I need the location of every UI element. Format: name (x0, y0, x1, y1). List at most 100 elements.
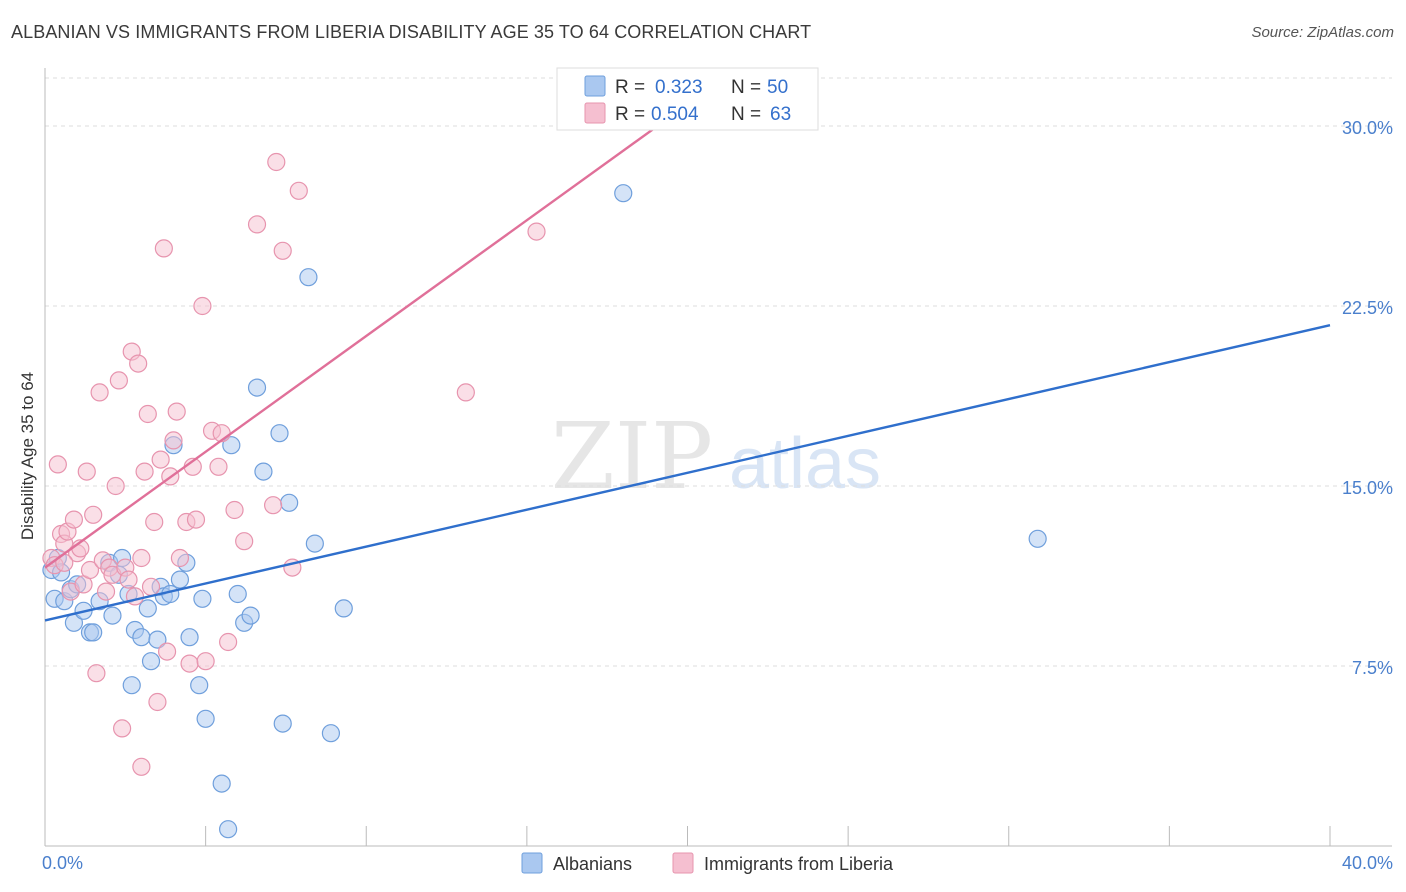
liberia-r-label: R = (615, 104, 645, 125)
liberia-point (84, 505, 103, 524)
liberia-point (87, 664, 106, 683)
x-tick-label: 40.0% (1342, 853, 1393, 873)
albanian-point (228, 584, 247, 604)
albanian-point (222, 436, 241, 455)
liberia-point (193, 296, 212, 316)
albanian-point (280, 493, 299, 512)
liberia-point (247, 215, 267, 234)
liberia-point (96, 582, 116, 601)
liberia-n-value: 63 (770, 104, 791, 125)
bottom-legend: Albanians Immigrants from Liberia (521, 852, 894, 874)
albanians-legend-swatch (521, 852, 543, 874)
liberia-point (151, 450, 170, 469)
y-tick-label: 22.5% (1342, 298, 1393, 318)
liberia-legend-swatch (584, 102, 606, 124)
albanian-point (254, 462, 273, 481)
liberia-point (225, 500, 244, 520)
liberia-r-value: 0.504 (651, 104, 699, 125)
chart-title: ALBANIAN VS IMMIGRANTS FROM LIBERIA DISA… (11, 22, 812, 42)
liberia-point (180, 654, 199, 673)
liberia-point (196, 652, 215, 671)
albanian-point (270, 424, 289, 443)
albanian-point (84, 623, 103, 642)
grid (45, 77, 1392, 667)
albanian-point (193, 589, 212, 608)
albanian-point (103, 606, 122, 625)
liberia-point (157, 642, 177, 661)
albanian-point (219, 820, 238, 839)
y-tick-label: 30.0% (1342, 118, 1393, 138)
albanian-r-label: R = (615, 77, 645, 98)
albanian-point (170, 570, 190, 589)
liberia-legend-swatch-bottom (672, 852, 694, 874)
liberia-point (64, 510, 84, 529)
albanian-n-value: 50 (767, 77, 788, 98)
albanian-point (241, 606, 260, 625)
liberia-point (77, 462, 96, 481)
albanian-point (305, 534, 324, 553)
liberia-point (170, 548, 190, 568)
albanian-point (141, 652, 161, 671)
scatter-points (42, 152, 1047, 839)
liberia-n-label: N = (731, 104, 761, 125)
albanian-r-value: 0.323 (655, 77, 703, 98)
axes: 7.5% 15.0% 22.5% 30.0% 0.0% 40.0% (42, 68, 1393, 873)
y-tick-label: 15.0% (1342, 478, 1393, 498)
liberia-point (135, 462, 154, 481)
liberia-point (129, 354, 148, 373)
liberia-trend-line (44, 103, 689, 569)
liberia-point (209, 457, 228, 476)
albanian-n-label: N = (731, 77, 761, 98)
albanian-point (148, 630, 167, 649)
albanian-point (122, 676, 141, 695)
source-label: Source: ZipAtlas.com (1251, 24, 1394, 41)
albanian-point (190, 676, 209, 695)
liberia-point (219, 632, 238, 652)
albanian-point (614, 184, 633, 203)
liberia-point (109, 371, 128, 390)
liberia-point (112, 719, 132, 738)
albanians-legend-label: Albanians (553, 854, 632, 874)
liberia-point (132, 757, 151, 776)
liberia-point (145, 512, 164, 532)
liberia-point (167, 402, 186, 421)
watermark-zip: ZIP (551, 403, 713, 510)
liberia-point (90, 383, 109, 402)
albanian-point (196, 709, 215, 728)
liberia-point (289, 181, 308, 200)
liberia-point (164, 431, 183, 450)
liberia-point (138, 404, 157, 424)
albanian-point (299, 268, 318, 287)
albanian-point (1028, 529, 1047, 548)
liberia-point (273, 241, 292, 260)
liberia-point (267, 152, 286, 172)
liberia-point (456, 383, 475, 402)
albanian-point (247, 378, 267, 397)
y-tick-label: 7.5% (1352, 658, 1393, 678)
liberia-point (154, 239, 173, 258)
liberia-legend-label: Immigrants from Liberia (704, 854, 894, 874)
watermark-atlas: atlas (729, 424, 881, 504)
albanian-trend-line (44, 324, 1331, 622)
liberia-point (148, 692, 167, 712)
albanian-point (321, 724, 341, 743)
albanian-legend-swatch (584, 75, 606, 97)
x-tick-label: 0.0% (42, 853, 83, 873)
liberia-point (263, 496, 283, 515)
albanian-point (132, 628, 151, 647)
liberia-point (125, 587, 145, 606)
liberia-point (80, 560, 100, 580)
liberia-point (119, 570, 138, 589)
albanian-point (180, 628, 199, 647)
liberia-point (186, 510, 206, 529)
albanian-point (212, 774, 231, 793)
albanian-point (273, 714, 292, 733)
liberia-point (235, 532, 254, 551)
liberia-point (527, 222, 546, 241)
stats-legend: R = 0.323 N = 50 R = 0.504 N = 63 (556, 67, 819, 131)
albanian-point (334, 599, 353, 618)
liberia-point (48, 455, 67, 474)
albanian-point (138, 599, 157, 618)
liberia-point (141, 577, 161, 596)
